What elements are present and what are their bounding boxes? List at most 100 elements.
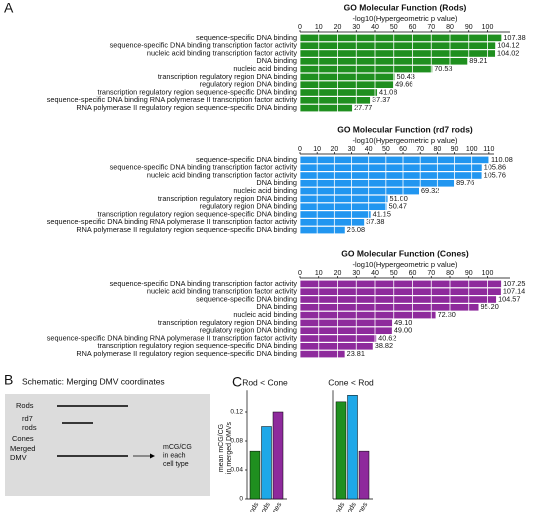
category-label: transcription regulatory region DNA bind…	[158, 72, 297, 81]
x-tick-label: 50	[390, 24, 398, 31]
y-tick-label: 0	[239, 496, 243, 503]
x-tick-label: Cones	[267, 501, 283, 512]
x-tick-label: 60	[409, 24, 417, 31]
x-tick-label: 110	[483, 146, 494, 153]
value-label: 95.20	[481, 302, 499, 311]
bar	[300, 65, 433, 73]
category-label: DNA binding	[256, 302, 297, 311]
bar	[249, 450, 261, 500]
bar	[300, 104, 353, 112]
panel-label: B	[4, 372, 13, 388]
category-label: RNA polymerase II regulatory region sequ…	[76, 225, 297, 234]
axis-title: -log10(Hypergeometric p value)	[352, 136, 458, 145]
value-label: 89.21	[469, 56, 487, 65]
value-label: 107.14	[503, 287, 525, 296]
category-label: transcription regulatory region DNA bind…	[158, 318, 297, 327]
bar	[300, 350, 345, 358]
bar	[300, 327, 392, 334]
value-label: 41.08	[379, 87, 397, 96]
value-label: 40.62	[378, 333, 396, 342]
panel-label: C	[232, 374, 242, 390]
value-label: 105.76	[484, 170, 506, 179]
x-tick-label: 40	[365, 146, 373, 153]
bar	[300, 211, 371, 218]
value-label: 26.08	[347, 225, 365, 234]
category-label: RNA polymerase II regulatory region sequ…	[76, 349, 297, 358]
value-label: 105.86	[484, 163, 506, 172]
bar	[300, 180, 455, 187]
bar	[300, 226, 345, 234]
value-label: 41.15	[373, 209, 391, 218]
bar	[300, 203, 387, 210]
bar	[300, 42, 496, 49]
value-label: 104.02	[497, 48, 519, 57]
bar	[300, 304, 479, 311]
bar	[300, 311, 436, 319]
category-label: sequence-specific DNA binding	[196, 33, 297, 42]
x-tick-label: 20	[334, 270, 342, 277]
value-label: 89.76	[456, 178, 474, 187]
x-tick-label: 40	[371, 24, 379, 31]
x-tick-label: 40	[371, 270, 379, 277]
x-tick-label: rd7 rods	[253, 501, 272, 512]
value-label: 38.82	[375, 341, 393, 350]
x-tick-label: 10	[315, 270, 323, 277]
bar	[300, 156, 489, 164]
value-label: 110.08	[491, 155, 513, 164]
x-tick-label: 30	[352, 24, 360, 31]
chart-title: GO Molecular Function (Cones)	[341, 248, 469, 258]
bar	[300, 164, 482, 171]
axis-title: -log10(Hypergeometric p value)	[352, 260, 458, 269]
value-label: 107.38	[503, 33, 525, 42]
schematic-note: mCG/CG	[163, 444, 192, 451]
category-label: sequence-specific DNA binding transcript…	[110, 41, 298, 50]
x-tick-label: 0	[298, 146, 302, 153]
category-label: DNA binding	[256, 56, 297, 65]
bar	[300, 34, 502, 42]
category-label: sequence-specific DNA binding RNA polyme…	[47, 333, 298, 342]
bar	[335, 401, 347, 500]
bar	[300, 219, 365, 226]
schematic-label: rods	[22, 423, 37, 432]
x-tick-label: 10	[315, 24, 323, 31]
category-label: nucleic acid binding transcription facto…	[147, 170, 297, 179]
value-label: 107.25	[503, 279, 525, 288]
x-tick-label: rd7 rods	[339, 501, 358, 512]
value-label: 37.37	[372, 95, 390, 104]
schematic-arrowhead	[150, 453, 155, 459]
category-label: nucleic acid binding	[233, 186, 297, 195]
x-tick-label: 10	[313, 146, 321, 153]
x-tick-label: 100	[482, 270, 494, 277]
x-tick-label: 70	[427, 24, 435, 31]
x-tick-label: 0	[298, 270, 302, 277]
x-tick-label: 90	[465, 270, 473, 277]
x-tick-label: Rods	[332, 501, 346, 512]
bar	[358, 450, 370, 500]
category-label: transcription regulatory region sequence…	[97, 209, 297, 218]
x-tick-label: 80	[433, 146, 441, 153]
x-tick-label: 70	[427, 270, 435, 277]
x-tick-label: 50	[382, 146, 390, 153]
value-label: 104.57	[498, 294, 520, 303]
category-label: sequence-specific DNA binding transcript…	[110, 163, 298, 172]
value-label: 27.77	[354, 103, 372, 112]
bar	[300, 73, 395, 81]
x-tick-label: 30	[352, 270, 360, 277]
value-label: 50.47	[389, 202, 407, 211]
bar	[300, 187, 420, 195]
category-label: regulatory region DNA binding	[200, 326, 297, 335]
value-label: 69.32	[421, 186, 439, 195]
bar	[300, 172, 482, 179]
y-tick-label: 0.08	[230, 438, 243, 445]
schematic-label: DMV	[10, 453, 27, 462]
category-label: sequence-specific DNA binding	[196, 155, 297, 164]
schematic-label: rd7	[22, 414, 33, 423]
bar	[300, 343, 373, 350]
bar	[300, 319, 393, 327]
x-tick-label: Rods	[246, 501, 260, 512]
bar	[300, 50, 496, 57]
schematic-label: Merged	[10, 444, 35, 453]
value-label: 49.00	[394, 326, 412, 335]
bar	[300, 89, 378, 96]
bar	[347, 395, 358, 500]
